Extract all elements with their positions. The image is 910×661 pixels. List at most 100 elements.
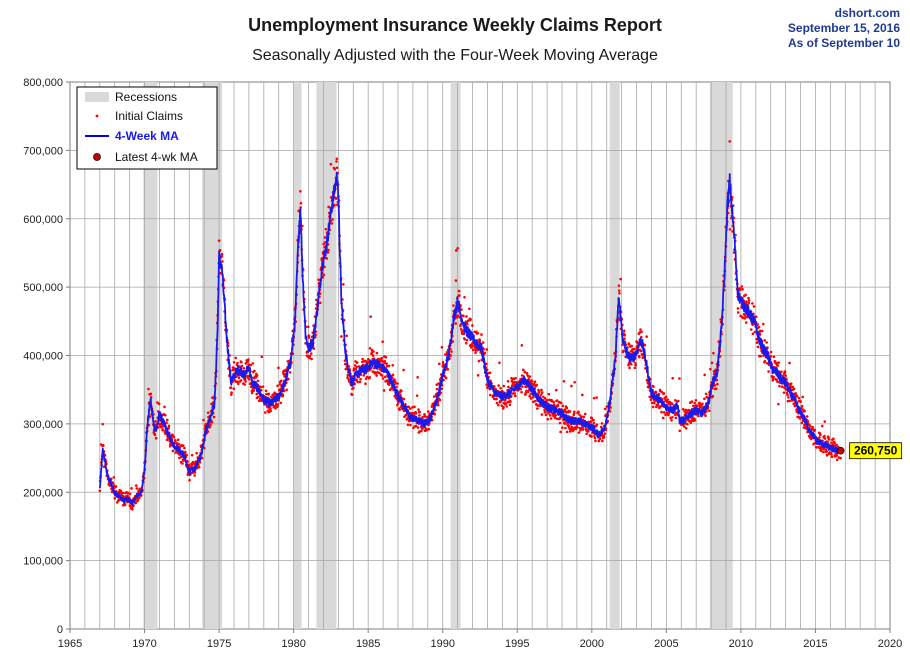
- grid-lines: [70, 82, 890, 629]
- initial-claims-point: [751, 332, 755, 336]
- initial-claims-point: [438, 362, 441, 366]
- initial-claims-point: [353, 364, 357, 367]
- source-line-3: As of September 10: [788, 36, 900, 50]
- initial-claims-point: [317, 278, 320, 282]
- initial-claims-point: [654, 391, 658, 394]
- initial-claims-point: [744, 293, 747, 297]
- initial-claims-point: [128, 492, 132, 496]
- initial-claims-point: [497, 403, 500, 407]
- initial-claims-point: [325, 257, 329, 260]
- initial-claims-point: [710, 361, 714, 365]
- initial-claims-point: [547, 392, 551, 396]
- initial-claims-point: [334, 197, 338, 200]
- initial-claims-point: [707, 409, 711, 413]
- initial-claims-point: [340, 335, 343, 338]
- initial-claims-point: [315, 298, 318, 302]
- initial-claims-point: [703, 373, 706, 377]
- initial-claims-point: [425, 428, 428, 432]
- initial-claims-point: [375, 351, 379, 355]
- initial-claims-point: [701, 402, 704, 406]
- chart-title: Unemployment Insurance Weekly Claims Rep…: [248, 15, 662, 35]
- initial-claims-point: [240, 364, 244, 368]
- initial-claims-point: [371, 354, 375, 357]
- initial-claims-point: [577, 431, 581, 434]
- initial-claims-point: [835, 458, 839, 462]
- initial-claims-point: [359, 377, 362, 381]
- initial-claims-point: [819, 433, 822, 437]
- initial-claims-point: [532, 382, 536, 386]
- initial-claims-point: [480, 333, 483, 336]
- initial-claims-point: [662, 392, 666, 395]
- initial-claims-point: [558, 421, 562, 425]
- initial-claims-point: [221, 260, 224, 263]
- initial-claims-point: [206, 430, 210, 433]
- initial-claims-point: [387, 364, 391, 368]
- initial-claims-point: [426, 410, 430, 413]
- initial-claims-point: [622, 349, 625, 353]
- initial-claims-point: [587, 429, 590, 433]
- initial-claims-point: [835, 454, 839, 457]
- initial-claims-point: [464, 341, 468, 345]
- initial-claims-point: [776, 380, 779, 384]
- initial-claims-point: [711, 394, 715, 398]
- initial-claims-point: [308, 354, 312, 358]
- initial-claims-point: [361, 357, 364, 361]
- initial-claims-point: [645, 335, 648, 338]
- initial-claims-point: [531, 396, 535, 399]
- initial-claims-point: [823, 437, 827, 440]
- initial-claims-point: [772, 355, 776, 359]
- initial-claims-point: [167, 424, 171, 428]
- initial-claims-point: [769, 350, 773, 354]
- initial-claims-point: [530, 382, 534, 386]
- initial-claims-point: [165, 421, 168, 425]
- initial-claims-point: [533, 380, 537, 384]
- initial-claims-point: [365, 375, 369, 379]
- initial-claims-point: [415, 394, 419, 397]
- initial-claims-point: [537, 390, 541, 394]
- initial-claims-point: [462, 314, 465, 318]
- legend-recession-swatch: [85, 92, 109, 102]
- initial-claims-point: [805, 415, 809, 418]
- initial-claims-point: [653, 401, 656, 405]
- initial-claims-point: [368, 376, 372, 379]
- initial-claims-point: [318, 301, 322, 305]
- initial-claims-point: [660, 410, 663, 414]
- initial-claims-point: [754, 315, 758, 319]
- initial-claims-point: [508, 403, 512, 407]
- initial-claims-point: [330, 222, 334, 225]
- initial-claims-point: [350, 393, 354, 397]
- initial-claims-point: [115, 501, 119, 504]
- initial-claims-point: [443, 353, 447, 356]
- initial-claims-point: [520, 390, 523, 394]
- initial-claims-point: [592, 421, 596, 425]
- initial-claims-point: [535, 383, 539, 387]
- initial-claims-point: [355, 378, 358, 382]
- initial-claims-point: [540, 388, 543, 392]
- initial-claims-point: [651, 405, 655, 409]
- initial-claims-point: [618, 292, 621, 295]
- initial-claims-point: [638, 355, 641, 359]
- initial-claims-point: [299, 201, 303, 205]
- initial-claims-point: [622, 329, 626, 333]
- initial-claims-point: [320, 259, 324, 262]
- initial-claims-point: [498, 361, 501, 365]
- initial-claims-point: [839, 456, 842, 460]
- initial-claims-point: [411, 406, 414, 409]
- initial-claims-point: [171, 449, 175, 453]
- initial-claims-point: [183, 446, 186, 450]
- initial-claims-point: [776, 364, 780, 367]
- initial-claims-point: [795, 395, 799, 398]
- initial-claims-point: [367, 358, 370, 361]
- initial-claims-point: [259, 385, 262, 389]
- initial-claims-point: [345, 334, 348, 338]
- initial-claims-point: [255, 392, 258, 396]
- initial-claims-point: [440, 346, 444, 349]
- x-tick-label: 1965: [58, 638, 82, 650]
- initial-claims-point: [172, 435, 176, 439]
- initial-claims-point: [728, 228, 732, 231]
- initial-claims-point: [830, 452, 833, 456]
- initial-claims-point: [803, 409, 806, 413]
- initial-claims-point: [751, 302, 754, 305]
- initial-claims-point: [590, 435, 593, 438]
- initial-claims-point: [263, 411, 267, 414]
